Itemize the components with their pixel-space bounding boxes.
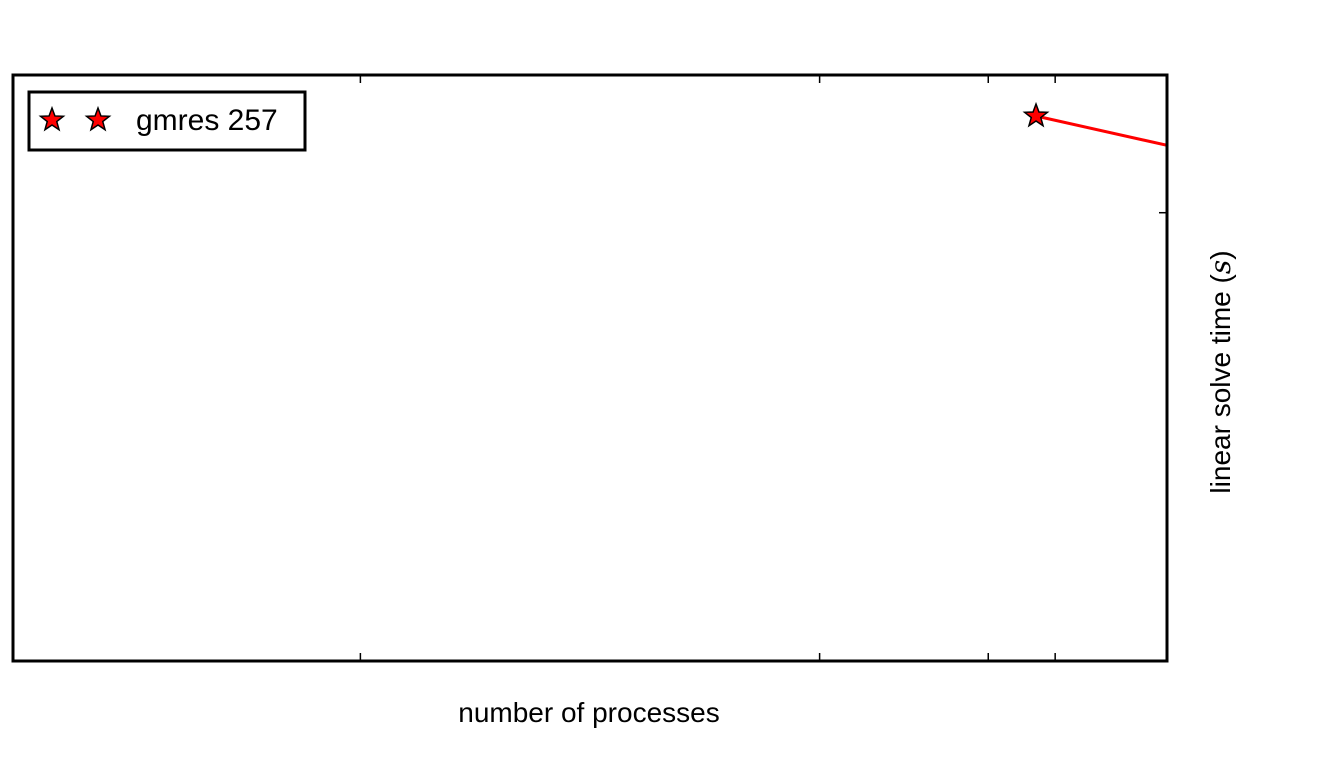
y-axis-label-open-paren: ( bbox=[1205, 273, 1236, 283]
axis-ticks bbox=[359, 75, 1167, 661]
legend-label: gmres 257 bbox=[136, 104, 278, 137]
plot-frame bbox=[11, 73, 1169, 663]
legend-marker-group bbox=[38, 105, 112, 132]
legend-marker-0 bbox=[38, 105, 66, 132]
series-line-0 bbox=[1035, 114, 1167, 147]
x-axis-label: number of processes bbox=[458, 697, 719, 728]
y-axis-label-unit: s bbox=[1204, 260, 1237, 274]
legend-box bbox=[27, 90, 307, 152]
legend: gmres 257 bbox=[27, 90, 307, 152]
legend-marker-1 bbox=[84, 105, 112, 132]
y-axis-label-text: linear solve time bbox=[1205, 283, 1236, 493]
data-point-0-0 bbox=[1022, 101, 1050, 128]
y-axis-label-close-paren: ) bbox=[1205, 250, 1236, 259]
series-layer bbox=[1022, 101, 1167, 147]
y-axis-label: linear solve time (s) bbox=[1204, 250, 1237, 493]
